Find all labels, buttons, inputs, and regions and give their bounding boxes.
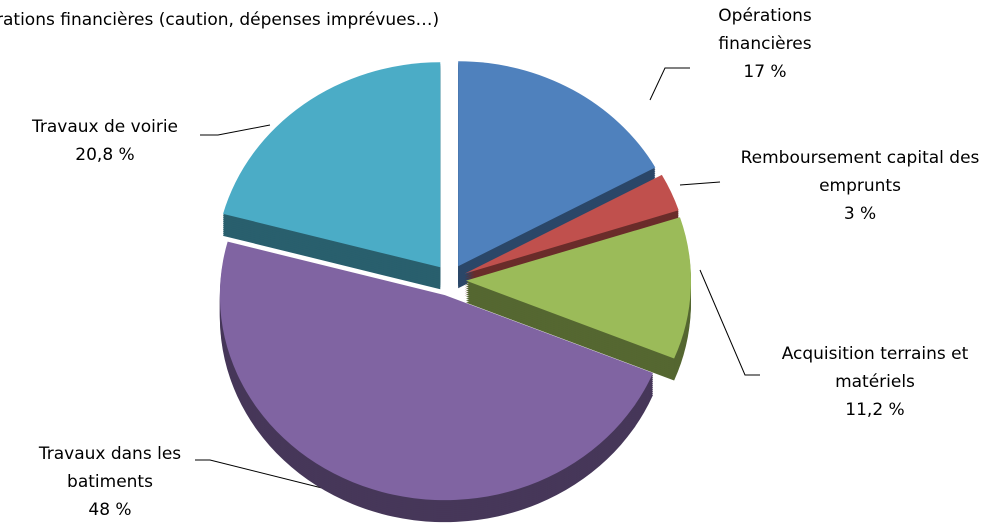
slice <box>223 62 441 268</box>
slice <box>464 174 679 274</box>
category-name: Acquisition terrains et matériels <box>781 344 969 392</box>
slice <box>219 241 654 501</box>
category-name: Travaux dans les batiments <box>38 444 182 492</box>
category-name: Opérations financières <box>718 6 812 54</box>
slice-label: Opérations financières 17 % <box>690 2 840 86</box>
category-name: Travaux de voirie <box>31 117 179 137</box>
slice-label: Travaux dans les batiments 48 % <box>15 440 205 524</box>
category-name: Remboursement capital des emprunts <box>740 148 980 196</box>
value-label: 20,8 % <box>75 145 135 165</box>
leader-lines <box>195 67 760 501</box>
slice <box>465 217 691 359</box>
slice-label: Remboursement capital des emprunts 3 % <box>720 144 992 228</box>
value-label: 17 % <box>743 62 787 82</box>
annotation: rations financières (caution, dépenses i… <box>0 10 440 30</box>
value-label: 48 % <box>88 500 132 520</box>
slice <box>458 61 656 267</box>
slice-label: Acquisition terrains et matériels 11,2 % <box>755 340 992 424</box>
value-label: 3 % <box>843 204 877 224</box>
value-label: 11,2 % <box>845 400 905 420</box>
slice-label: Travaux de voirie 20,8 % <box>5 113 205 169</box>
